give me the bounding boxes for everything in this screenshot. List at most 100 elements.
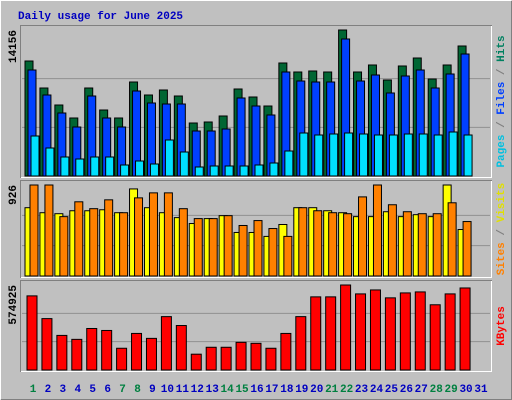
x-tick-label: 22 — [340, 384, 353, 396]
x-tick-label: 6 — [104, 384, 111, 396]
bar — [86, 327, 98, 371]
x-tick-label: 15 — [235, 384, 249, 396]
legend-entry: KBytes — [496, 306, 508, 346]
bar — [432, 213, 442, 277]
panel-bevel-light — [21, 26, 492, 178]
bar — [41, 318, 53, 371]
bar — [178, 208, 188, 277]
legend-entry: Files — [496, 82, 508, 115]
bar — [283, 235, 293, 277]
x-tick-label: 3 — [60, 384, 67, 396]
bar — [355, 293, 367, 371]
bar — [145, 337, 157, 371]
panel-bevel-dark — [20, 280, 492, 372]
bar — [175, 325, 187, 371]
bar — [250, 342, 262, 371]
bar — [131, 332, 143, 371]
x-tick-label: 30 — [459, 384, 472, 396]
bar — [284, 150, 294, 177]
bar — [418, 133, 428, 177]
x-tick-label: 1 — [30, 384, 37, 396]
bar — [193, 218, 203, 277]
bar — [325, 296, 337, 371]
bar — [205, 346, 217, 371]
bar — [358, 196, 368, 277]
x-tick-label: 18 — [280, 384, 294, 396]
bar — [30, 135, 40, 177]
bar — [265, 347, 277, 371]
bar — [179, 151, 189, 177]
bar — [463, 134, 473, 177]
x-tick-label: 12 — [191, 384, 204, 396]
bar — [399, 292, 411, 371]
bar — [314, 134, 324, 177]
y-tick-label: 574925 — [8, 285, 20, 325]
bar — [254, 164, 264, 177]
x-tick-label: 10 — [161, 384, 174, 396]
bar — [280, 332, 292, 371]
legend: Sites / Visits — [496, 183, 508, 275]
bar — [101, 329, 113, 371]
bar — [116, 347, 128, 371]
legend: Pages / Files / Hits — [496, 35, 508, 167]
bar — [56, 334, 68, 371]
bar — [344, 132, 354, 177]
bar — [208, 218, 218, 277]
bar — [340, 284, 352, 371]
bar — [164, 139, 174, 177]
bar — [89, 208, 99, 277]
bar — [299, 132, 309, 177]
panel-bevel-light — [21, 281, 492, 372]
bar — [388, 134, 398, 177]
x-tick-label: 19 — [295, 384, 308, 396]
x-tick-label: 24 — [370, 384, 384, 396]
bar — [239, 165, 249, 177]
bar — [329, 133, 339, 177]
bar — [236, 97, 246, 177]
x-tick-label: 9 — [149, 384, 156, 396]
bar — [29, 184, 39, 277]
bar — [220, 346, 232, 371]
bar — [148, 192, 158, 277]
bar — [235, 341, 247, 371]
bar — [414, 291, 426, 371]
bar — [433, 134, 443, 177]
legend-entry: Pages — [496, 135, 508, 168]
bar — [120, 164, 130, 177]
x-tick-label: 11 — [176, 384, 190, 396]
bar — [253, 220, 263, 277]
bar — [447, 202, 457, 277]
bar — [310, 296, 322, 371]
bar — [384, 297, 396, 371]
panel-bevel-dark — [20, 180, 492, 278]
x-tick-label: 20 — [310, 384, 323, 396]
legend-separator: / — [496, 229, 508, 236]
panel-bevel-light — [21, 181, 492, 278]
x-tick-label: 4 — [74, 384, 81, 396]
x-tick-label: 8 — [134, 384, 141, 396]
y-tick-label: 926 — [8, 185, 20, 205]
bar — [402, 211, 412, 277]
bar — [59, 216, 69, 277]
x-tick-label: 7 — [119, 384, 126, 396]
legend-entry: Sites — [496, 242, 508, 275]
bar — [343, 213, 353, 277]
bar — [119, 212, 129, 277]
legend: KBytes — [496, 306, 508, 346]
legend-entry: Visits — [496, 183, 508, 223]
bar — [209, 165, 219, 177]
legend-entry: Hits — [496, 35, 508, 61]
bar — [238, 224, 248, 277]
x-tick-label: 5 — [89, 384, 96, 396]
bar — [462, 221, 472, 277]
bar — [372, 184, 382, 277]
x-tick-label: 21 — [325, 384, 339, 396]
bar — [194, 166, 204, 177]
bar — [268, 228, 278, 277]
x-tick-label: 25 — [385, 384, 399, 396]
bar — [369, 289, 381, 371]
bar — [373, 134, 383, 177]
bar — [269, 162, 279, 177]
